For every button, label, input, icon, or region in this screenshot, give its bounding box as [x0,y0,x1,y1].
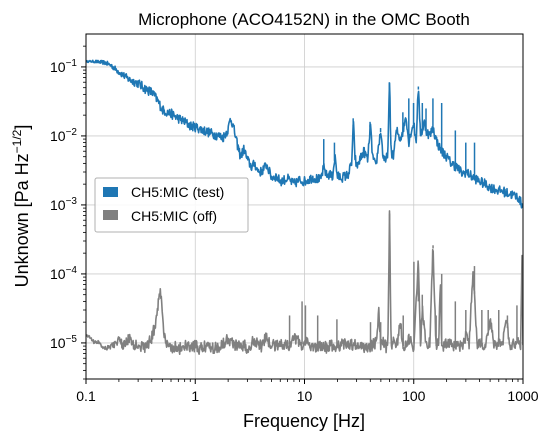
y-axis-label-end: ] [12,125,32,130]
x-tick-label: 1 [191,388,199,404]
series-line-test [86,59,523,209]
legend-box [94,177,249,233]
y-tick-label: 10−3 [50,196,77,213]
y-axis-label-main: Unknown [Pa Hz [12,153,32,287]
y-tick-label: 10−4 [50,265,77,282]
legend: CH5:MIC (test) CH5:MIC (off) [94,177,249,233]
y-axis-ticks: 10−5 10−4 10−3 10−2 10−1 [50,58,86,351]
legend-label-off: CH5:MIC (off) [131,208,217,224]
legend-label-test: CH5:MIC (test) [131,184,224,200]
x-axis-ticks: 0.1 1 10 100 1000 [76,379,539,404]
x-tick-label: 100 [402,388,426,404]
x-tick-label: 10 [297,388,313,404]
y-tick-label: 10−5 [50,334,77,351]
y-axis-label: Unknown [Pa Hz−1/2] [10,125,32,288]
spikes-test [322,82,476,179]
chart-title: Microphone (ACO4152N) in the OMC Booth [138,10,470,29]
x-tick-label: 1000 [507,388,538,404]
y-tick-label: 10−2 [50,127,77,144]
y-axis-label-exponent: −1/2 [10,129,24,153]
x-axis-label: Frequency [Hz] [243,411,365,431]
series-line-off [86,210,523,355]
y-tick-label: 10−1 [50,58,77,75]
x-tick-label: 0.1 [76,388,96,404]
legend-swatch-off [103,210,118,220]
legend-swatch-test [103,187,118,197]
